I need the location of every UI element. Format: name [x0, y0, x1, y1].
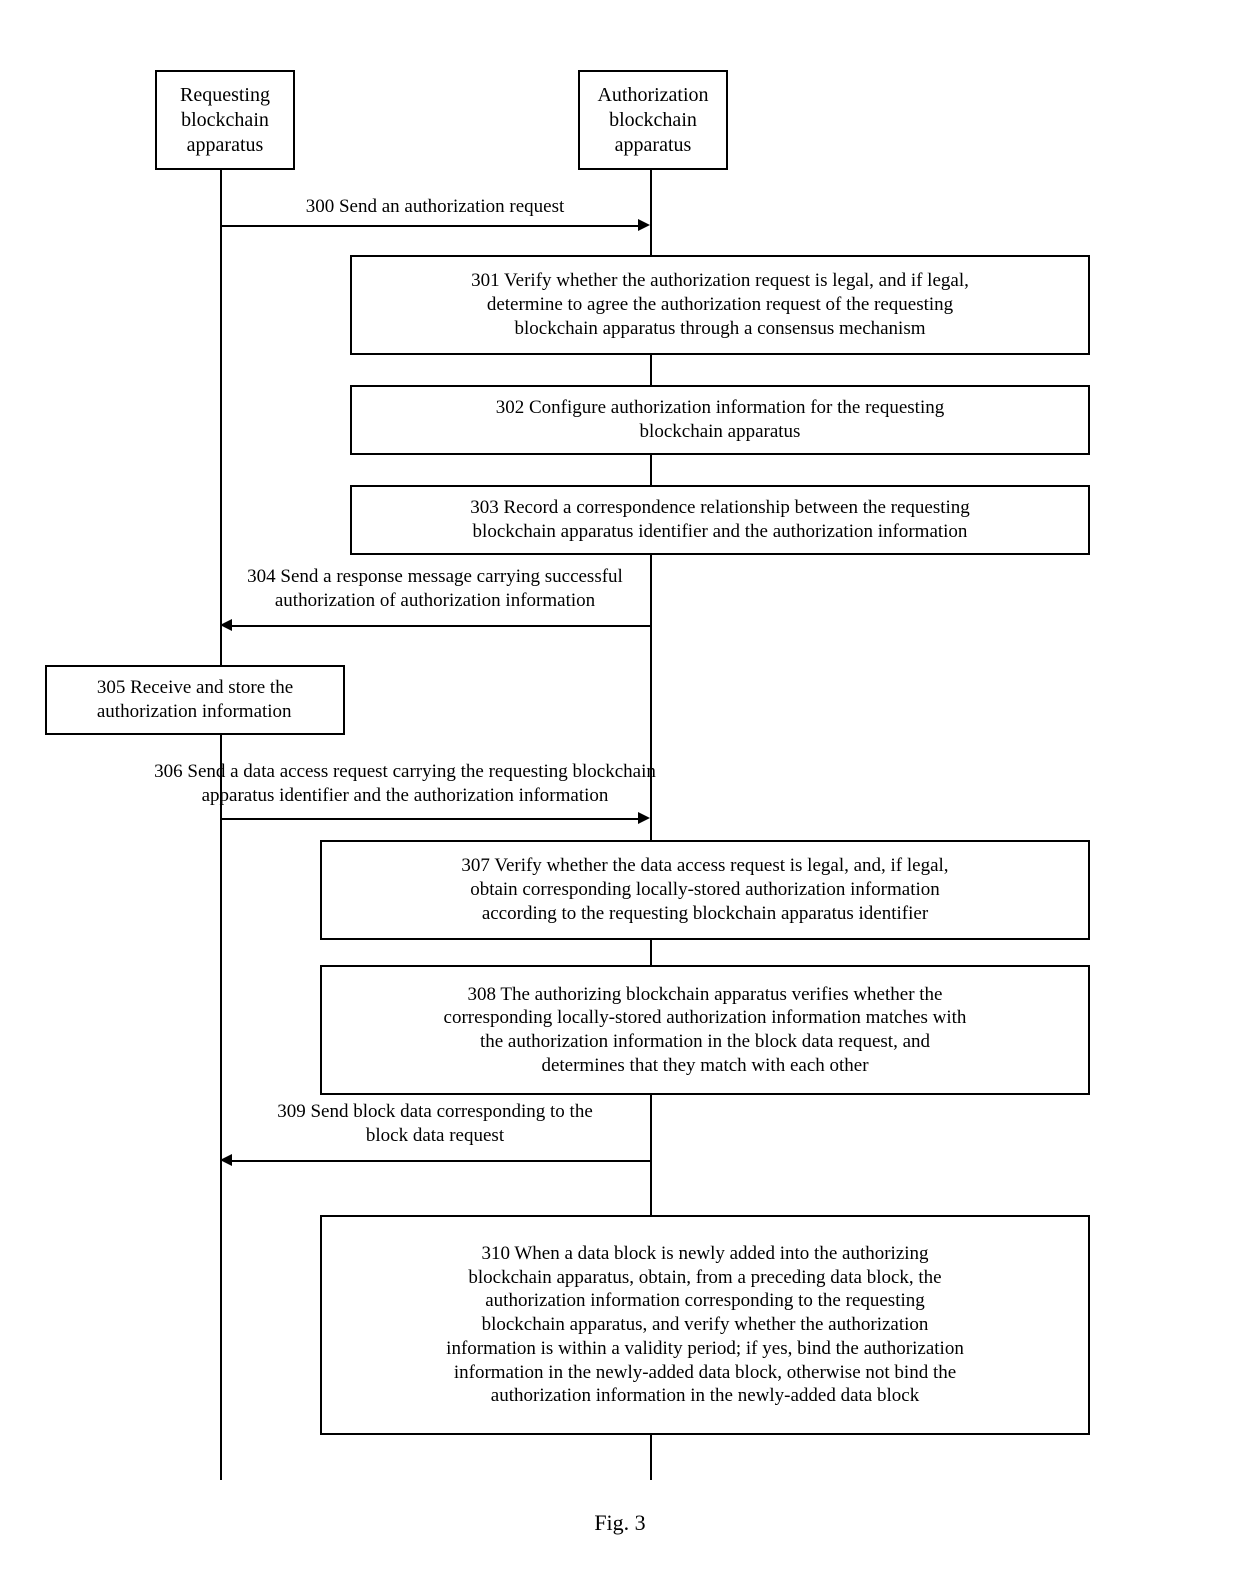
step-302: 302 Configure authorization information …: [350, 385, 1090, 455]
step-302-text: 302 Configure authorization information …: [496, 396, 945, 444]
connector-307-308: [650, 940, 652, 965]
step-303: 303 Record a correspondence relationship…: [350, 485, 1090, 555]
msg-309-label: 309 Send block data corresponding to the…: [225, 1100, 645, 1148]
lifeline-requesting: [220, 170, 222, 1480]
msg-304-label: 304 Send a response message carrying suc…: [225, 565, 645, 613]
actor-authorization: Authorization blockchain apparatus: [578, 70, 728, 170]
msg-304-line: [232, 625, 650, 627]
actor-requesting-label: Requesting blockchain apparatus: [180, 83, 270, 158]
step-307: 307 Verify whether the data access reque…: [320, 840, 1090, 940]
actor-authorization-label: Authorization blockchain apparatus: [597, 83, 708, 158]
step-310-text: 310 When a data block is newly added int…: [446, 1242, 964, 1408]
diagram-canvas: Requesting blockchain apparatus Authoriz…: [0, 0, 1240, 1583]
step-308-text: 308 The authorizing blockchain apparatus…: [444, 983, 967, 1078]
msg-300-line: [222, 225, 638, 227]
connector-302-303: [650, 455, 652, 485]
step-303-text: 303 Record a correspondence relationship…: [470, 496, 970, 544]
msg-309-arrowhead: [220, 1154, 232, 1166]
msg-309-line: [232, 1160, 650, 1162]
msg-306-label: 306 Send a data access request carrying …: [125, 760, 685, 808]
step-308: 308 The authorizing blockchain apparatus…: [320, 965, 1090, 1095]
msg-306-arrowhead: [638, 812, 650, 824]
figure-caption: Fig. 3: [0, 1510, 1240, 1536]
step-301-text: 301 Verify whether the authorization req…: [471, 269, 969, 340]
actor-requesting: Requesting blockchain apparatus: [155, 70, 295, 170]
connector-301-302: [650, 355, 652, 385]
step-307-text: 307 Verify whether the data access reque…: [461, 854, 948, 925]
msg-306-line: [222, 818, 638, 820]
step-305-text: 305 Receive and store the authorization …: [87, 676, 303, 724]
msg-300-label: 300 Send an authorization request: [225, 195, 645, 219]
msg-300-arrowhead: [638, 219, 650, 231]
step-301: 301 Verify whether the authorization req…: [350, 255, 1090, 355]
msg-304-arrowhead: [220, 619, 232, 631]
step-305: 305 Receive and store the authorization …: [45, 665, 345, 735]
step-310: 310 When a data block is newly added int…: [320, 1215, 1090, 1435]
